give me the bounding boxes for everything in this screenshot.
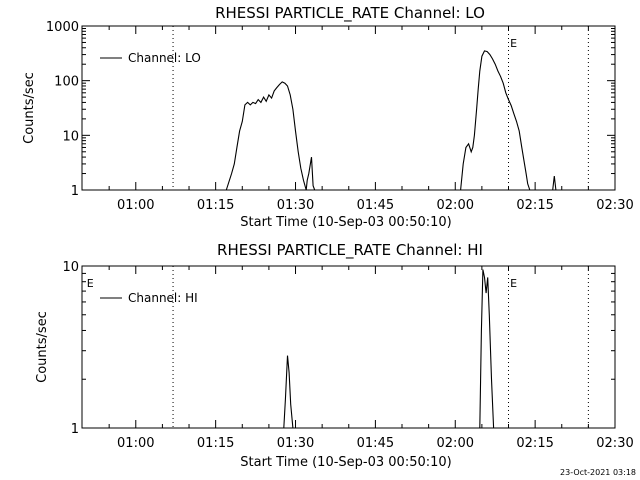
y-tick-label: 100 [54,75,79,90]
x-axis-label: Start Time (10-Sep-03 00:50:10) [240,215,451,230]
series-group [225,50,557,191]
x-tick-label: 02:00 [437,198,474,213]
x-tick-label: 02:30 [596,198,633,213]
legend-label: Channel: LO [128,51,201,65]
x-ticks: 01:00 01:15 01:30 01:45 02:00 02:15 02:30 [108,266,634,451]
x-tick-label: 01:45 [357,198,394,213]
x-tick-label: 01:00 [117,198,154,213]
x-tick-label: 01:30 [277,436,314,451]
markers: E [510,37,517,50]
y-ticks: 1 10 [62,260,615,437]
x-axis-label: Start Time (10-Sep-03 00:50:10) [240,455,451,470]
chart-title: RHESSI PARTICLE_RATE Channel: LO [215,4,485,23]
y-tick-label: 1 [71,184,79,199]
x-tick-label: 02:00 [437,436,474,451]
dotted-lines [172,266,589,428]
event-marker: E [510,277,517,290]
series-line [460,50,531,191]
chart-title: RHESSI PARTICLE_RATE Channel: HI [217,241,483,260]
series-line [283,355,294,429]
x-tick-label: 01:45 [357,436,394,451]
y-tick-label: 10 [62,129,79,144]
y-tick-label: 1 [71,422,79,437]
panel-hi: RHESSI PARTICLE_RATE Channel: HI Counts/… [35,241,634,470]
series-line [225,81,316,191]
x-tick-label: 01:15 [197,436,234,451]
series-line [552,175,557,191]
x-tick-label: 02:15 [516,198,553,213]
series-group [283,269,495,429]
y-axis-label: Counts/sec [22,72,37,144]
x-tick-label: 01:15 [197,198,234,213]
y-axis-label: Counts/sec [35,311,50,383]
x-tick-label: 02:15 [516,436,553,451]
x-tick-label: 02:30 [596,436,633,451]
x-tick-label: 01:00 [117,436,154,451]
legend: Channel: LO [100,51,201,65]
event-marker: E [510,37,517,50]
y-tick-label: 10 [62,260,79,275]
dotted-lines [172,26,589,190]
x-ticks: 01:00 01:15 01:30 01:45 02:00 02:15 02:30 [108,26,634,213]
x-tick-label: 01:30 [277,198,314,213]
panel-lo: RHESSI PARTICLE_RATE Channel: LO Counts/… [22,4,634,230]
timestamp: 23-Oct-2021 03:18 [560,468,636,477]
y-ticks: 1 10 100 1000 [46,20,615,199]
legend: Channel: HI [100,291,198,305]
y-tick-label: 1000 [46,20,79,35]
series-line [479,269,495,429]
legend-label: Channel: HI [128,291,198,305]
event-marker: E [87,277,94,290]
